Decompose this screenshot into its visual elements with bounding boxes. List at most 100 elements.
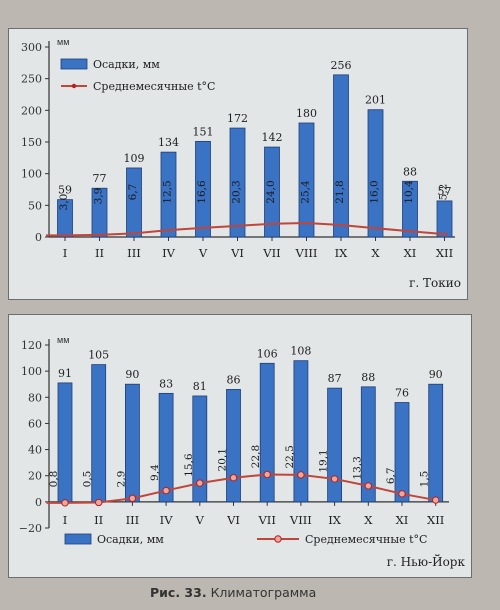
tokyo-precip-value-label: 151 <box>193 125 214 138</box>
newyork-temperature-marker <box>61 499 69 507</box>
newyork-precip-value-label: 87 <box>328 372 342 385</box>
newyork-precip-bar <box>57 382 73 503</box>
newyork-temperature-value-label: 19,1 <box>318 449 330 472</box>
tokyo-y-tick-label: 300 <box>21 41 42 54</box>
newyork-precip-bar <box>226 389 241 503</box>
newyork-y-tick-label: 80 <box>28 391 42 404</box>
newyork-month-label: X <box>364 513 373 527</box>
newyork-y-tick-label: −20 <box>19 522 42 535</box>
figure-caption: Рис. 33. Климатограмма <box>150 585 370 600</box>
newyork-temperature-marker <box>432 496 440 504</box>
newyork-temperature-value-label: 15,6 <box>183 453 195 477</box>
newyork-precip-value-label: 83 <box>159 377 173 390</box>
tokyo-y-tick-label: 0 <box>35 231 42 244</box>
tokyo-y-tick-label: 50 <box>28 199 42 212</box>
figure-title: Климатограмма <box>210 585 317 600</box>
newyork-month-label: VIII <box>289 513 312 527</box>
tokyo-temperature-value-label: 16,0 <box>369 180 381 203</box>
newyork-y-tick-label: 20 <box>28 470 42 483</box>
tokyo-y-tick-label: 100 <box>21 168 42 181</box>
newyork-y-tick-label: 60 <box>28 417 42 430</box>
tokyo-precip-value-label: 88 <box>403 165 417 178</box>
newyork-y-unit-label: мм <box>57 335 69 345</box>
tokyo-precip-value-label: 180 <box>296 107 317 120</box>
tokyo-city-label: г. Токио <box>409 276 461 290</box>
tokyo-month-label: I <box>63 246 68 260</box>
newyork-month-label: IV <box>160 513 174 527</box>
newyork-month-label: III <box>126 513 140 527</box>
newyork-precip-value-label: 105 <box>88 349 109 362</box>
newyork-temperature-line <box>46 473 440 504</box>
newyork-temperature-marker <box>263 470 271 479</box>
newyork-precip-value-label: 81 <box>193 380 207 393</box>
tokyo-precip-bar <box>298 122 315 238</box>
newyork-temperature-value-label: 20,1 <box>217 448 229 471</box>
tokyo-month-label: IX <box>335 246 349 260</box>
newyork-precip-bar <box>394 402 410 503</box>
newyork-temperature-marker <box>330 475 339 483</box>
tokyo-month-label: II <box>95 246 104 260</box>
newyork-temperature-value-label: 6,7 <box>385 467 397 484</box>
newyork-temperature-value-label: 22,5 <box>284 445 296 468</box>
tokyo-temperature-value-label: 25,4 <box>300 180 312 204</box>
newyork-temperature-marker <box>229 474 238 482</box>
newyork-temperature-marker <box>128 494 137 503</box>
tokyo-precip-value-label: 109 <box>124 152 145 165</box>
newyork-y-tick-label: 120 <box>21 339 42 352</box>
newyork-precip-bar <box>327 387 343 503</box>
tokyo-legend-line-label: Среднемесячные t°C <box>93 80 215 93</box>
newyork-temperature-value-label: 22,8 <box>250 445 262 468</box>
newyork-month-label: VII <box>258 513 276 527</box>
tokyo-precip-value-label: 172 <box>227 112 248 125</box>
tokyo-precip-value-label: 57 <box>438 185 452 198</box>
tokyo-precip-value-label: 201 <box>365 94 386 107</box>
tokyo-precip-bar <box>333 74 349 238</box>
newyork-precip-bar <box>91 364 107 503</box>
newyork-climatogram: мм 120 100 80 60 40 20 0 −20 91 I 105 II 90 III 83 IV 81 V… <box>19 335 466 569</box>
newyork-temperature-marker <box>162 486 170 495</box>
tokyo-climatogram: Осадки, мм Среднемесячные t°C мм 300 250 200 1… <box>21 37 461 290</box>
newyork-precip-bar <box>428 383 444 503</box>
newyork-y-tick-label: 40 <box>28 444 42 457</box>
tokyo-legend-bar-swatch <box>60 58 88 70</box>
tokyo-temperature-value-label: 24,0 <box>265 180 277 203</box>
newyork-precip-value-label: 76 <box>395 387 409 400</box>
newyork-precip-value-label: 108 <box>290 345 311 358</box>
newyork-y-tick-label: 100 <box>21 365 42 378</box>
newyork-precip-value-label: 88 <box>361 371 375 384</box>
newyork-precip-value-label: 106 <box>257 347 278 360</box>
tokyo-temperature-value-label: 3,9 <box>93 188 105 205</box>
newyork-precip-bar <box>125 383 140 503</box>
tokyo-temperature-value-label: 12,5 <box>162 180 174 203</box>
tokyo-precip-bar <box>367 109 384 238</box>
tokyo-temperature-value-label: 10,4 <box>403 180 415 204</box>
tokyo-precip-value-label: 134 <box>158 136 179 149</box>
newyork-month-label: II <box>94 513 103 527</box>
newyork-temperature-value-label: 13,3 <box>351 456 363 479</box>
tokyo-temperature-value-label: 3,0 <box>58 194 70 211</box>
tokyo-precip-value-label: 142 <box>262 131 283 144</box>
newyork-temperature-value-label: 2,9 <box>115 471 127 488</box>
tokyo-y-tick-label: 150 <box>21 136 42 149</box>
tokyo-month-label: VII <box>262 246 280 260</box>
tokyo-chart-panel: Осадки, мм Среднемесячные t°C мм 300 250 200 1… <box>8 28 468 300</box>
newyork-temperature-value-label: 0,8 <box>48 471 60 488</box>
newyork-legend-bar-label: Осадки, мм <box>97 533 164 546</box>
newyork-precip-bar <box>158 392 174 503</box>
newyork-precip-bar <box>293 360 309 503</box>
tokyo-legend-bar-label: Осадки, мм <box>93 58 160 71</box>
newyork-month-label: XI <box>396 513 409 527</box>
newyork-temperature-marker <box>196 479 204 487</box>
tokyo-temperature-value-label: 16,6 <box>196 180 208 204</box>
tokyo-temperature-value-label: 20,3 <box>231 180 243 203</box>
tokyo-month-label: VI <box>230 246 244 260</box>
tokyo-y-unit-label: мм <box>57 37 69 47</box>
tokyo-precip-value-label: 256 <box>331 59 352 72</box>
tokyo-temperature-value-label: 6,7 <box>127 184 139 201</box>
newyork-month-label: I <box>63 513 68 527</box>
newyork-precip-value-label: 90 <box>125 368 139 381</box>
newyork-legend-bar-swatch <box>64 533 92 545</box>
newyork-precip-value-label: 90 <box>429 368 443 381</box>
newyork-temperature-marker <box>95 498 103 507</box>
tokyo-month-label: XII <box>436 246 453 260</box>
